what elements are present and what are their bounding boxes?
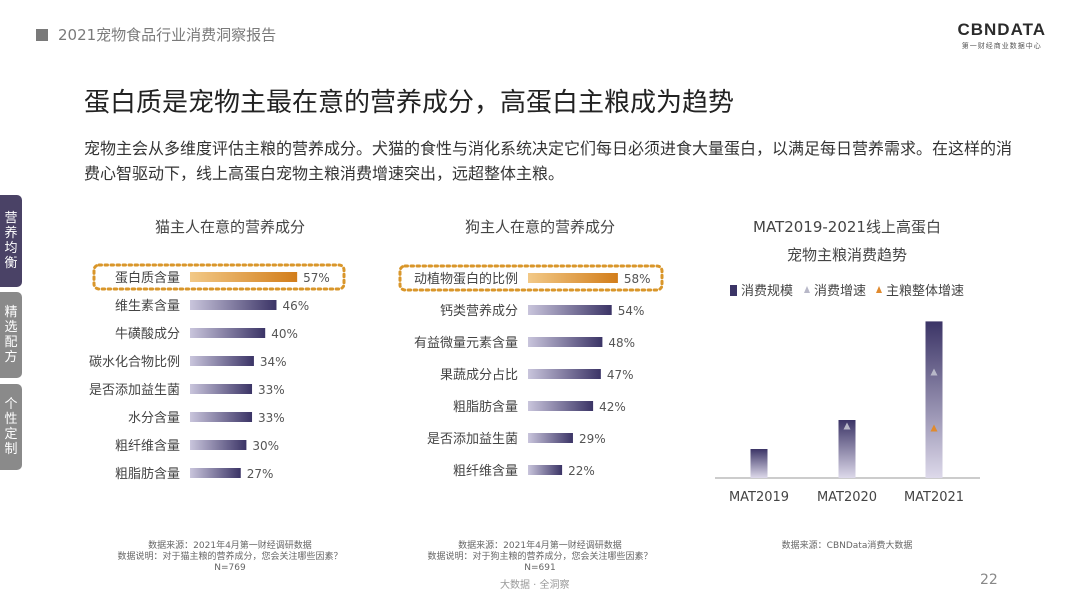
value-label: 48% (608, 336, 635, 350)
scale-bar (925, 321, 943, 478)
scale-bar (750, 449, 768, 478)
logo-wordmark: CBNDATA (957, 20, 1046, 39)
category-label: 动植物蛋白的比例 (414, 271, 518, 287)
sidebar-tab-label: 营养均衡 (4, 211, 18, 271)
report-title: 2021宠物食品行业消费洞察报告 (58, 26, 277, 44)
value-label: 42% (599, 400, 626, 414)
dog-note-question: 数据说明：对于狗主粮的营养成分，您会关注哪些因素？ (427, 552, 653, 562)
cat-chart-note: 数据来源：2021年4月第一财经调研数据 数据说明：对于猫主粮的营养成分，您会关… (70, 541, 390, 574)
cat-chart-title: 猫主人在意的营养成分 (154, 218, 305, 236)
bar (190, 412, 253, 422)
value-label: 30% (252, 439, 279, 453)
value-label: 54% (618, 304, 645, 318)
cbndata-logo: CBNDATA 第一财经商业数据中心 (957, 20, 1046, 51)
cat-note-source: 数据来源：2021年4月第一财经调研数据 (148, 541, 312, 551)
category-label: 牛磺酸成分 (115, 327, 180, 342)
cat-nutrition-chart: 蛋白质含量 57% 维生素含量 46% 牛磺酸成分 40% 碳水化合物比例 34% 是否添加益生… (89, 263, 346, 482)
overall-growth-marker (930, 424, 938, 432)
sidebar-tab-label: 精选配方 (4, 305, 18, 365)
category-label: 蛋白质含量 (115, 270, 180, 286)
category-label: 粗脂肪含量 (453, 399, 518, 415)
footer-slogan: 大数据 · 全洞察 (500, 580, 570, 591)
value-label: 40% (271, 327, 298, 341)
category-label: 粗脂肪含量 (115, 466, 180, 482)
dog-chart-title: 狗主人在意的营养成分 (464, 218, 615, 236)
trend-chart-title-line2: 宠物主粮消费趋势 (786, 246, 907, 264)
value-label: 22% (568, 464, 595, 478)
bar (528, 401, 594, 411)
category-label: 维生素含量 (115, 298, 180, 314)
bar (190, 272, 298, 282)
growth-marker (843, 422, 851, 430)
bar (528, 433, 573, 443)
dog-chart-note: 数据来源：2021年4月第一财经调研数据 数据说明：对于狗主粮的营养成分，您会关… (380, 541, 700, 574)
category-label: 粗纤维含量 (453, 463, 518, 479)
page-description: 宠物主会从多维度评估主粮的营养成分。犬猫的食性与消化系统决定它们每日必须进食大量… (84, 139, 1013, 183)
cat-note-question: 数据说明：对于猫主粮的营养成分，您会关注哪些因素？ (117, 552, 343, 562)
legend-swatch-growth (804, 286, 810, 293)
trend-chart: 消费规模 消费增速 主粮整体增速 MAT2019 MAT2020 MAT2021 (715, 284, 980, 505)
legend-swatch-scale (730, 285, 737, 296)
scale-bar (838, 420, 856, 478)
value-label: 33% (258, 411, 285, 425)
value-label: 29% (579, 432, 606, 446)
sidebar-tab-label: 个性定制 (4, 397, 18, 457)
value-label: 34% (260, 355, 287, 369)
category-label: 是否添加益生菌 (427, 432, 518, 447)
x-tick-label: MAT2019 (729, 490, 789, 505)
bar (190, 468, 241, 478)
bar (528, 337, 603, 347)
trend-note-source: 数据来源：CBNData消费大数据 (781, 541, 913, 551)
dog-note-source: 数据来源：2021年4月第一财经调研数据 (458, 541, 622, 551)
highlight-box (92, 263, 346, 291)
legend-label: 消费规模 (741, 284, 793, 299)
value-label: 57% (303, 271, 330, 285)
dog-note-sample: N=691 (524, 563, 556, 573)
bar (190, 300, 277, 310)
category-label: 是否添加益生菌 (89, 383, 180, 398)
logo-subtitle: 第一财经商业数据中心 (961, 42, 1042, 50)
category-label: 有益微量元素含量 (414, 335, 518, 351)
sidebar-tab-3[interactable]: 个性定制 (0, 384, 22, 470)
value-label: 46% (282, 299, 309, 313)
bar (528, 305, 612, 315)
trend-chart-note: 数据来源：CBNData消费大数据 (712, 541, 982, 552)
sidebar-tab-2[interactable]: 精选配方 (0, 292, 22, 378)
page-title: 蛋白质是宠物主最在意的营养成分，高蛋白主粮成为趋势 (84, 88, 735, 118)
category-label: 粗纤维含量 (115, 438, 180, 454)
category-label: 水分含量 (128, 410, 180, 426)
legend-swatch-overall (876, 286, 882, 293)
page-number: 22 (980, 572, 998, 588)
growth-marker (930, 368, 938, 376)
bar (528, 273, 618, 283)
bar (190, 356, 254, 366)
x-tick-label: MAT2020 (817, 490, 877, 505)
category-label: 钙类营养成分 (440, 303, 518, 319)
sidebar-tab-1[interactable]: 营养均衡 (0, 195, 22, 287)
x-tick-label: MAT2021 (904, 490, 964, 505)
legend-label: 主粮整体增速 (886, 284, 964, 299)
bar (190, 384, 253, 394)
header-marker (36, 29, 48, 41)
bar (190, 328, 266, 338)
value-label: 47% (607, 368, 634, 382)
legend-label: 消费增速 (814, 284, 866, 299)
value-label: 58% (624, 272, 651, 286)
category-label: 碳水化合物比例 (89, 355, 180, 370)
value-label: 33% (258, 383, 285, 397)
trend-chart-title-line1: MAT2019-2021线上高蛋白 (753, 218, 941, 236)
dog-nutrition-chart: 动植物蛋白的比例 58% 钙类营养成分 54% 有益微量元素含量 48% 果蔬成分占比 47%… (398, 264, 664, 479)
bar (528, 369, 601, 379)
category-label: 果蔬成分占比 (440, 368, 518, 383)
trend-legend: 消费规模 消费增速 主粮整体增速 (730, 284, 964, 299)
bar (528, 465, 563, 475)
bar (190, 440, 247, 450)
value-label: 27% (247, 467, 274, 481)
cat-note-sample: N=769 (214, 563, 246, 573)
highlight-box (398, 264, 664, 292)
